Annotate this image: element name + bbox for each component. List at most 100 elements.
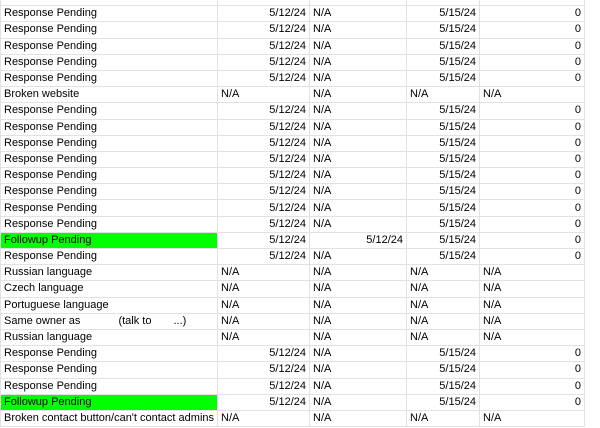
cell-c[interactable]: N/A	[309, 37, 407, 55]
cell-e[interactable]: 0	[479, 5, 585, 23]
cell-c[interactable]: N/A	[309, 247, 407, 266]
cell-b[interactable]: 5/12/24	[217, 69, 310, 88]
cell-e[interactable]: 0	[479, 215, 585, 233]
cell-c[interactable]: N/A	[309, 150, 407, 169]
cell-e[interactable]: N/A	[479, 86, 585, 104]
cell-c[interactable]: N/A	[309, 409, 407, 428]
cell-a[interactable]: Response Pending	[0, 5, 218, 23]
cell-a[interactable]: Response Pending	[0, 53, 218, 71]
cell-b[interactable]: 5/12/24	[217, 150, 310, 169]
cell-c[interactable]: N/A	[309, 102, 407, 120]
cell-b[interactable]: N/A	[217, 264, 310, 282]
cell-b[interactable]: 5/12/24	[217, 167, 310, 185]
cell-d[interactable]: N/A	[406, 86, 480, 104]
cell-c[interactable]: N/A	[309, 53, 407, 71]
cell-e[interactable]: 0	[479, 361, 585, 379]
cell-e[interactable]: 0	[479, 21, 585, 39]
cell-d[interactable]: 5/15/24	[406, 21, 480, 39]
cell-d[interactable]: 5/15/24	[406, 167, 480, 185]
cell-a[interactable]: Response Pending	[0, 247, 218, 266]
cell-e[interactable]: 0	[479, 102, 585, 120]
cell-a[interactable]: Response Pending	[0, 102, 218, 120]
cell-d[interactable]: 5/15/24	[406, 393, 480, 411]
cell-a[interactable]: Response Pending	[0, 134, 218, 152]
cell-a[interactable]: Followup Pending	[0, 393, 218, 411]
cell-c[interactable]: 5/12/24	[309, 231, 407, 250]
cell-c[interactable]: N/A	[309, 264, 407, 282]
cell-a[interactable]: Same owner as (talk to...)	[0, 312, 218, 330]
cell-a[interactable]: Response Pending	[0, 199, 218, 217]
cell-e[interactable]: 0	[479, 345, 585, 363]
cell-d[interactable]: N/A	[406, 409, 480, 428]
cell-b[interactable]: N/A	[217, 328, 310, 347]
cell-c[interactable]: N/A	[309, 215, 407, 233]
cell-d[interactable]: 5/15/24	[406, 102, 480, 120]
cell-a[interactable]: Response Pending	[0, 37, 218, 55]
cell-d[interactable]: 5/15/24	[406, 377, 480, 395]
cell-d[interactable]: N/A	[406, 328, 480, 347]
cell-c[interactable]: N/A	[309, 183, 407, 201]
cell-c[interactable]: N/A	[309, 361, 407, 379]
cell-e[interactable]: 0	[479, 247, 585, 266]
cell-b[interactable]: 5/12/24	[217, 247, 310, 266]
cell-a[interactable]: Portuguese language	[0, 296, 218, 314]
cell-a[interactable]: Response Pending	[0, 21, 218, 39]
cell-c[interactable]: N/A	[309, 377, 407, 395]
cell-d[interactable]: 5/15/24	[406, 247, 480, 266]
cell-d[interactable]: 5/15/24	[406, 69, 480, 88]
cell-d[interactable]: 5/15/24	[406, 134, 480, 152]
cell-b[interactable]: 5/12/24	[217, 345, 310, 363]
cell-c[interactable]: N/A	[309, 280, 407, 298]
cell-e[interactable]: 0	[479, 183, 585, 201]
cell-c[interactable]: N/A	[309, 21, 407, 39]
cell-c[interactable]: N/A	[309, 69, 407, 88]
cell-d[interactable]: 5/15/24	[406, 183, 480, 201]
cell-b[interactable]: 5/12/24	[217, 199, 310, 217]
cell-d[interactable]: N/A	[406, 280, 480, 298]
cell-d[interactable]: 5/15/24	[406, 53, 480, 71]
cell-e[interactable]: N/A	[479, 264, 585, 282]
cell-b[interactable]: 5/12/24	[217, 5, 310, 23]
cell-a[interactable]: Broken website	[0, 86, 218, 104]
cell-e[interactable]: N/A	[479, 328, 585, 347]
cell-d[interactable]: N/A	[406, 264, 480, 282]
cell-c[interactable]: N/A	[309, 118, 407, 136]
cell-b[interactable]: N/A	[217, 86, 310, 104]
cell-d[interactable]: 5/15/24	[406, 118, 480, 136]
cell-d[interactable]: 5/15/24	[406, 345, 480, 363]
cell-e[interactable]: N/A	[479, 296, 585, 314]
cell-e[interactable]: 0	[479, 134, 585, 152]
cell-e[interactable]: 0	[479, 69, 585, 88]
cell-d[interactable]: 5/15/24	[406, 199, 480, 217]
cell-e[interactable]: 0	[479, 377, 585, 395]
cell-a[interactable]: Response Pending	[0, 118, 218, 136]
cell-a[interactable]: Response Pending	[0, 215, 218, 233]
cell-c[interactable]: N/A	[309, 86, 407, 104]
cell-e[interactable]: 0	[479, 167, 585, 185]
cell-c[interactable]: N/A	[309, 296, 407, 314]
cell-e[interactable]: 0	[479, 118, 585, 136]
cell-b[interactable]: 5/12/24	[217, 118, 310, 136]
cell-b[interactable]: N/A	[217, 280, 310, 298]
cell-d[interactable]: N/A	[406, 296, 480, 314]
cell-a[interactable]: Response Pending	[0, 167, 218, 185]
cell-b[interactable]: 5/12/24	[217, 53, 310, 71]
cell-b[interactable]: 5/12/24	[217, 231, 310, 250]
cell-d[interactable]: N/A	[406, 312, 480, 330]
cell-e[interactable]: 0	[479, 53, 585, 71]
cell-a[interactable]: Russian language	[0, 264, 218, 282]
cell-d[interactable]: 5/15/24	[406, 361, 480, 379]
cell-a[interactable]: Russian language	[0, 328, 218, 347]
cell-d[interactable]: 5/15/24	[406, 215, 480, 233]
cell-c[interactable]: N/A	[309, 134, 407, 152]
cell-b[interactable]: 5/12/24	[217, 183, 310, 201]
cell-b[interactable]: 5/12/24	[217, 393, 310, 411]
cell-e[interactable]: 0	[479, 150, 585, 169]
cell-b[interactable]: 5/12/24	[217, 134, 310, 152]
cell-d[interactable]: 5/15/24	[406, 231, 480, 250]
cell-b[interactable]: N/A	[217, 409, 310, 428]
cell-b[interactable]: 5/12/24	[217, 37, 310, 55]
cell-d[interactable]: 5/15/24	[406, 5, 480, 23]
cell-b[interactable]: 5/12/24	[217, 21, 310, 39]
cell-c[interactable]: N/A	[309, 328, 407, 347]
